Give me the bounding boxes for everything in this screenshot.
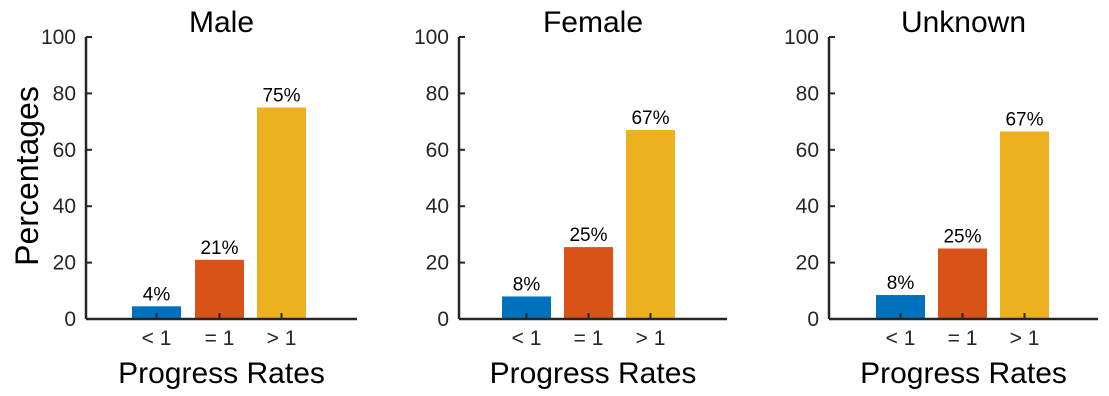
data-label: 4% bbox=[143, 284, 171, 305]
bar-0-0 bbox=[132, 306, 181, 319]
data-label: 21% bbox=[200, 238, 238, 259]
y-tick-label: 100 bbox=[784, 26, 819, 49]
x-axis-label: Progress Rates bbox=[118, 357, 325, 390]
y-tick-label: 0 bbox=[437, 308, 449, 331]
bar-2-0 bbox=[876, 295, 925, 319]
panel-1: 0 20 40 60 80 100 < 1 = 1 > 1 8% 25% 67% Female Progr… bbox=[414, 6, 727, 390]
x-tick-label: = 1 bbox=[205, 327, 235, 350]
y-tick-label: 40 bbox=[796, 195, 819, 218]
y-tick-label: 0 bbox=[807, 308, 819, 331]
panel-0: 0 20 40 60 80 100 < 1 = 1 > 1 4% 21% 75% Male Progres… bbox=[41, 6, 357, 390]
y-tick-label: 80 bbox=[426, 82, 449, 105]
data-label: 75% bbox=[262, 86, 300, 107]
bar-1-2 bbox=[626, 130, 675, 319]
y-tick-label: 0 bbox=[64, 308, 76, 331]
x-tick-label: < 1 bbox=[512, 327, 542, 350]
x-tick-label: > 1 bbox=[267, 327, 297, 350]
data-label: 8% bbox=[887, 273, 915, 294]
x-tick-label: > 1 bbox=[636, 327, 666, 350]
y-tick-label: 40 bbox=[426, 195, 449, 218]
data-label: 25% bbox=[943, 227, 981, 248]
x-tick-label: < 1 bbox=[142, 327, 172, 350]
data-label: 8% bbox=[513, 274, 541, 295]
y-tick-label: 100 bbox=[414, 26, 449, 49]
bar-0-1 bbox=[195, 259, 244, 319]
x-axis-label: Progress Rates bbox=[490, 357, 697, 390]
data-label: 67% bbox=[1005, 109, 1043, 130]
y-tick-label: 100 bbox=[41, 26, 76, 49]
bar-2-2 bbox=[1000, 131, 1049, 319]
chart-title: Unknown bbox=[901, 6, 1026, 39]
x-tick-label: > 1 bbox=[1010, 327, 1040, 350]
chart-title: Female bbox=[543, 6, 643, 39]
bar-2-1 bbox=[938, 248, 987, 319]
bar-1-0 bbox=[502, 296, 551, 319]
y-tick-label: 20 bbox=[53, 252, 76, 275]
y-tick-label: 60 bbox=[796, 139, 819, 162]
y-tick-label: 60 bbox=[426, 139, 449, 162]
y-tick-label: 80 bbox=[53, 82, 76, 105]
x-tick-label: = 1 bbox=[574, 327, 604, 350]
figure-ylabel: Percentages bbox=[9, 86, 45, 266]
y-tick-label: 40 bbox=[53, 195, 76, 218]
bar-1-1 bbox=[564, 247, 613, 319]
y-tick-label: 20 bbox=[426, 252, 449, 275]
data-label: 25% bbox=[569, 225, 607, 246]
x-tick-label: = 1 bbox=[948, 327, 978, 350]
x-tick-label: < 1 bbox=[886, 327, 916, 350]
chart-title: Male bbox=[189, 6, 254, 39]
y-tick-label: 80 bbox=[796, 82, 819, 105]
panel-2: 0 20 40 60 80 100 < 1 = 1 > 1 8% 25% 67% Unknown Prog… bbox=[784, 6, 1098, 390]
bar-0-2 bbox=[257, 107, 306, 319]
x-axis-label: Progress Rates bbox=[860, 357, 1067, 390]
y-tick-label: 60 bbox=[53, 139, 76, 162]
y-tick-label: 20 bbox=[796, 252, 819, 275]
data-label: 67% bbox=[631, 108, 669, 129]
